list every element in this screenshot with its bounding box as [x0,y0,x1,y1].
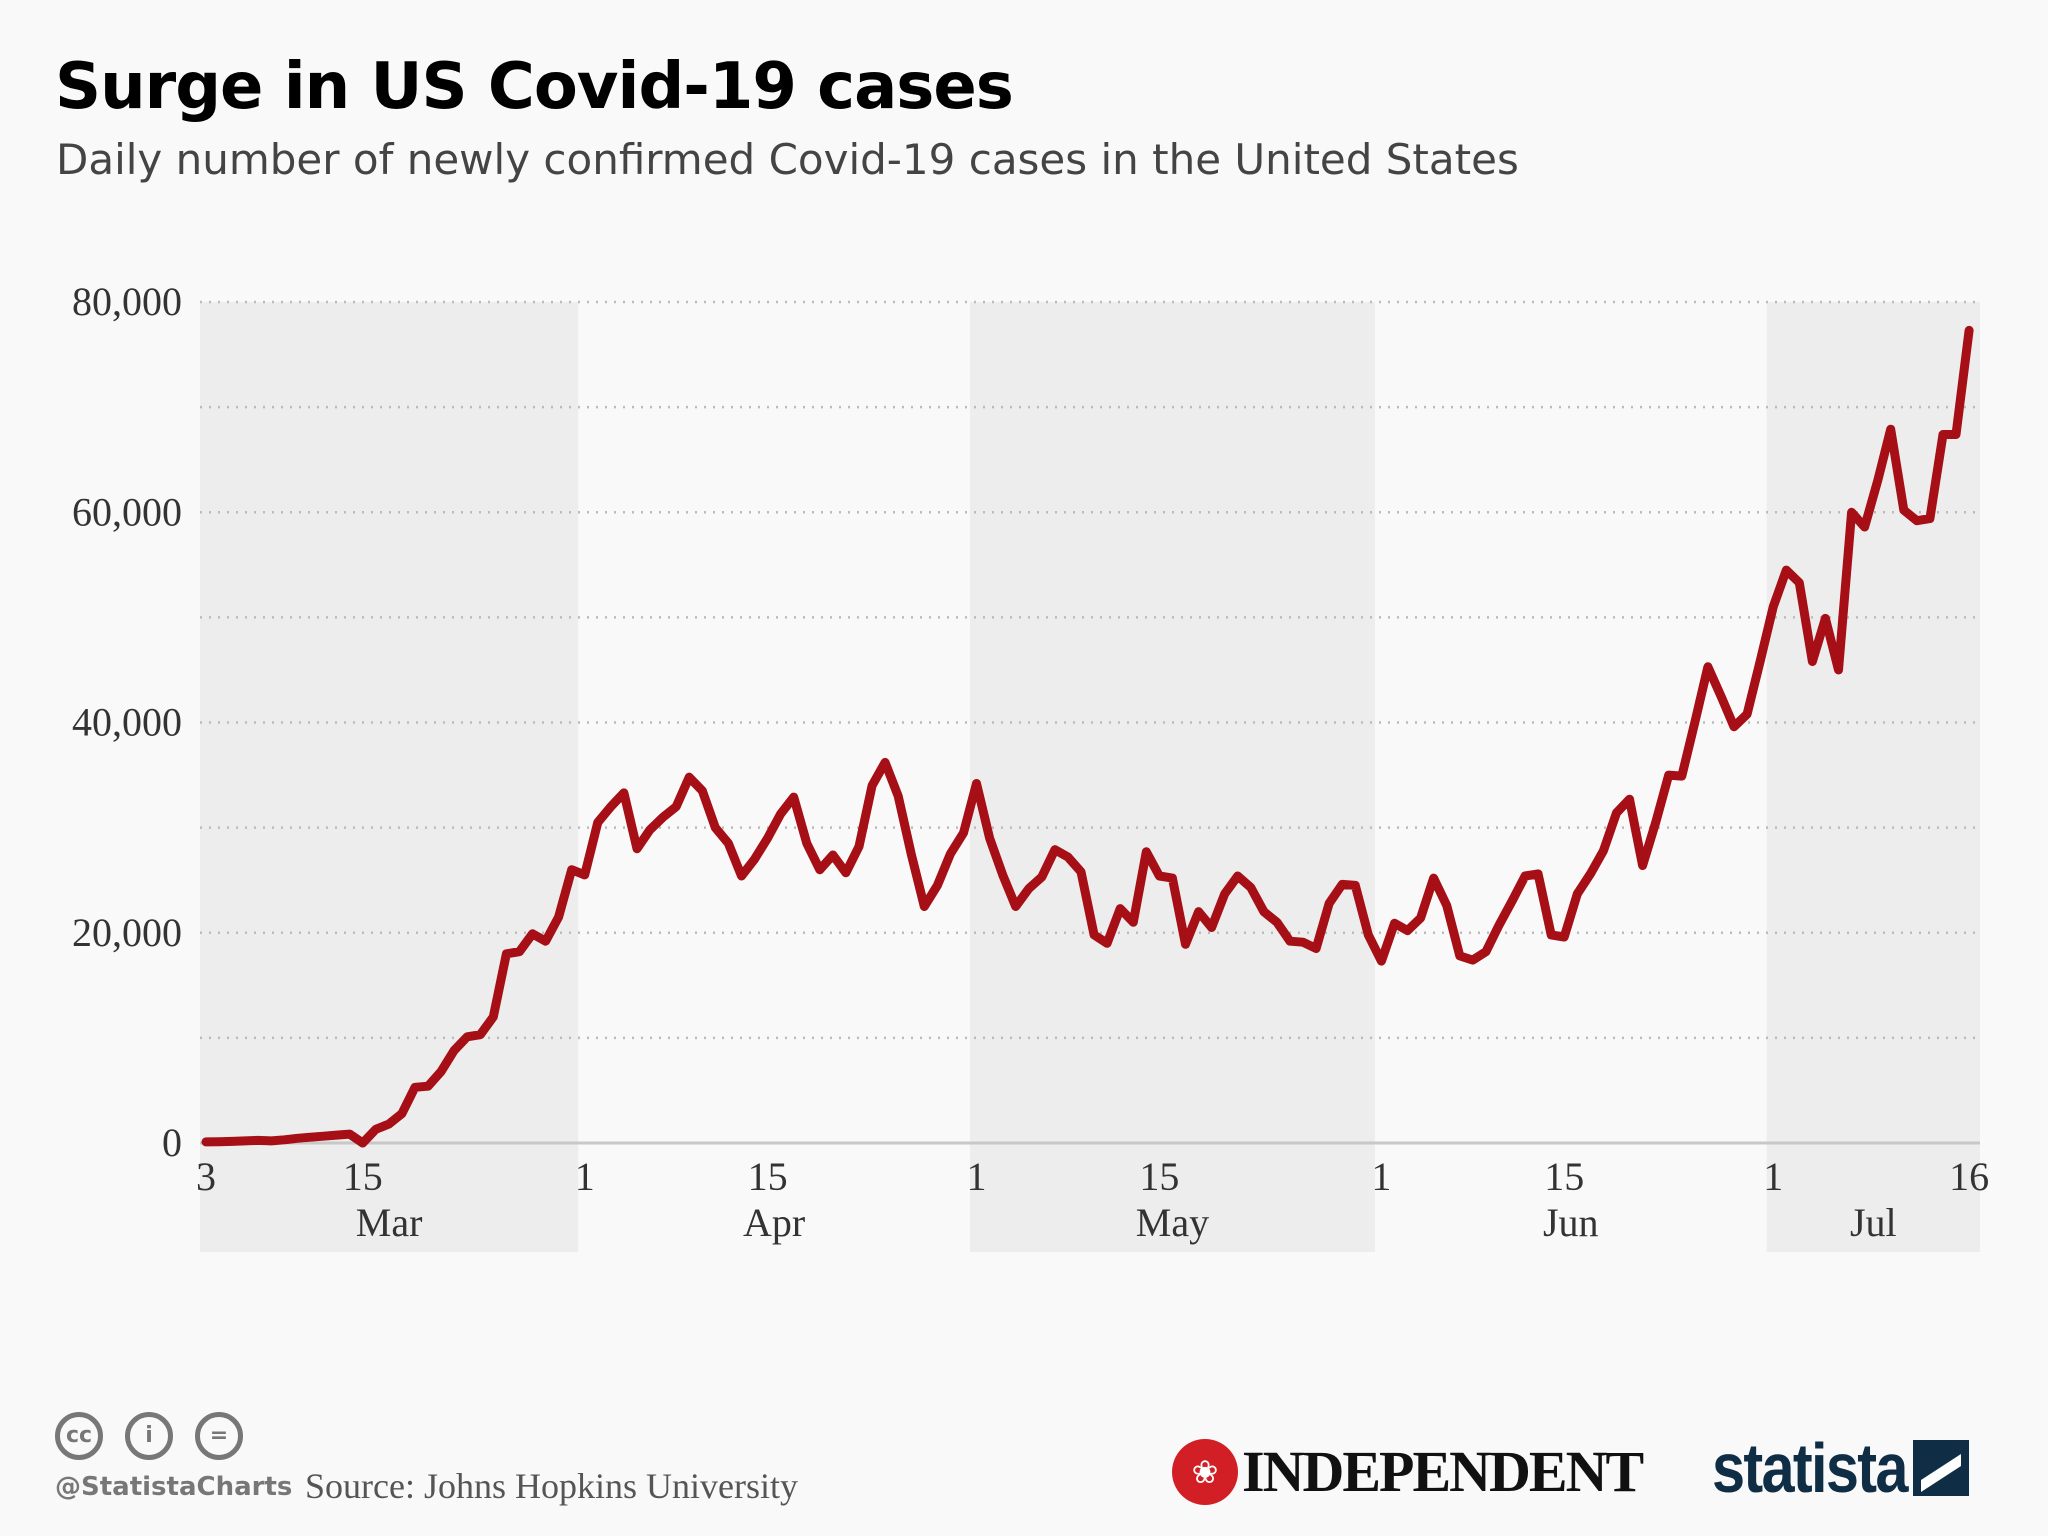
y-tick-label: 40,000 [72,700,182,745]
independent-logo: ❀ INDEPENDENT [1172,1438,1644,1505]
statista-logo: statista [1712,1428,1970,1508]
y-tick-label: 60,000 [72,489,182,534]
month-label: Apr [743,1200,805,1245]
statista-wordmark: statista [1712,1429,1908,1507]
source-note: Source: Johns Hopkins University [305,1466,798,1506]
chart-title: Surge in US Covid-19 cases [55,50,1014,124]
x-tick-label: 16 [1949,1154,1989,1199]
y-tick-label: 20,000 [72,910,182,955]
x-tick-label: 15 [1139,1154,1179,1199]
cc-icon: cc [55,1412,103,1460]
month-band [200,302,579,1252]
eagle-icon: ❀ [1172,1438,1238,1505]
x-tick-label: 15 [1544,1154,1584,1199]
independent-wordmark: INDEPENDENT [1242,1439,1644,1504]
month-label: Jul [1850,1200,1897,1245]
x-tick-label: 15 [748,1154,788,1199]
x-tick-label: 3 [196,1154,216,1199]
by-icon: i [125,1412,173,1460]
y-tick-label: 80,000 [72,279,182,324]
statista-mark-icon [1913,1440,1970,1496]
month-band [1766,302,1980,1252]
series-line [201,325,1974,1148]
x-tick-label: 1 [967,1154,987,1199]
x-tick-label: 1 [1763,1154,1783,1199]
chart-subtitle: Daily number of newly confirmed Covid-19… [56,135,1519,184]
x-tick-label: 1 [1371,1154,1391,1199]
x-tick-label: 1 [575,1154,595,1199]
x-tick-label: 15 [343,1154,383,1199]
statista-handle: @StatistaCharts [55,1472,293,1502]
nd-icon: = [195,1412,243,1460]
month-label: Jun [1543,1200,1599,1245]
month-band [970,302,1375,1252]
y-tick-label: 0 [162,1120,182,1165]
month-label: May [1136,1200,1209,1245]
month-label: Mar [356,1200,423,1245]
